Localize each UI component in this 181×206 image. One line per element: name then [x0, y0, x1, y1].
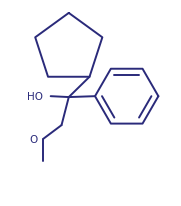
Text: HO: HO — [27, 92, 43, 102]
Text: O: O — [29, 134, 38, 144]
